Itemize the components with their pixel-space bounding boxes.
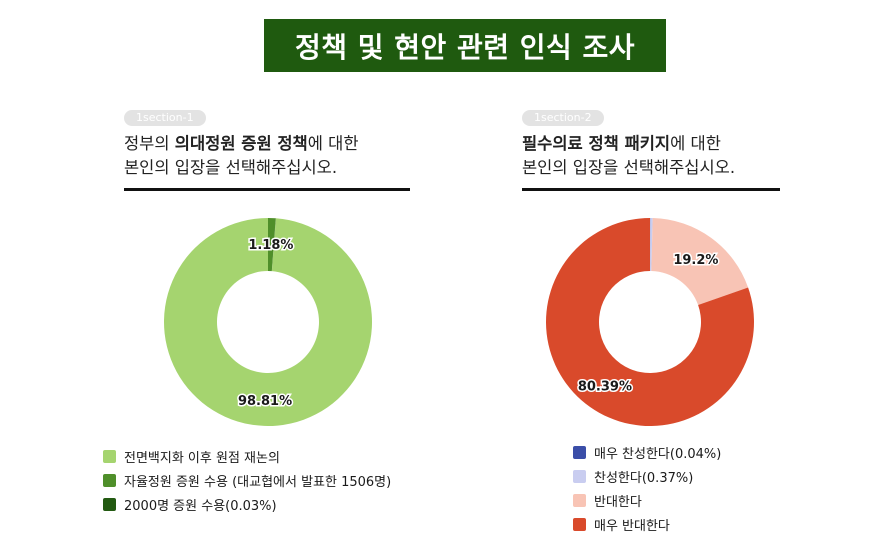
- legend-swatch: [103, 473, 116, 487]
- question-suffix: 에 대한: [307, 134, 359, 153]
- question-highlight: 필수의료 정책 패키지: [522, 134, 671, 153]
- question-line2: 본인의 입장을 선택해주십시오.: [522, 158, 736, 177]
- legend-swatch: [573, 469, 586, 483]
- legend-item: 자율정원 증원 수용 (대교협에서 발표한 1506명): [103, 468, 391, 492]
- legend-item: 찬성한다(0.37%): [573, 464, 721, 488]
- data-label-2: 1.18%: [248, 238, 293, 253]
- legend-swatch: [573, 445, 586, 459]
- data-label-3: 19.2%: [673, 253, 718, 268]
- data-label-4: 80.39%: [578, 380, 632, 395]
- donut-slice-3: [271, 218, 276, 272]
- donut-chart-policy: 1.18% 98.81%: [163, 218, 372, 426]
- data-label-1: 98.81%: [238, 394, 292, 409]
- question-text: 필수의료 정책 패키지에 대한 본인의 입장을 선택해주십시오.: [522, 132, 822, 180]
- survey-panel-policy: 1section-1 정부의 의대정원 증원 정책에 대한 본인의 입장을 선택…: [124, 106, 424, 191]
- page-title: 정책 및 현안 관련 인식 조사: [264, 19, 666, 72]
- legend-swatch: [103, 449, 116, 463]
- question-line2: 본인의 입장을 선택해주십시오.: [124, 158, 338, 177]
- donut-slice-3: [651, 218, 749, 306]
- legend-item: 반대한다: [573, 488, 721, 512]
- legend-swatch: [573, 517, 586, 531]
- legend-swatch: [103, 497, 116, 511]
- legend-label: 전면백지화 이후 원점 재논의: [124, 450, 280, 466]
- question-highlight: 의대정원 증원 정책: [174, 134, 308, 153]
- legend-label: 자율정원 증원 수용 (대교협에서 발표한 1506명): [124, 474, 392, 490]
- donut-chart-package: 19.2% 80.39%: [546, 218, 754, 426]
- legend-item: 매우 찬성한다(0.04%): [573, 440, 721, 464]
- legend-label: 2000명 증원 수용(0.03%): [124, 498, 277, 514]
- legend-label: 찬성한다(0.37%): [594, 470, 694, 486]
- legend-label: 매우 반대한다: [594, 518, 670, 534]
- question-suffix: 에 대한: [670, 134, 721, 153]
- donut-slice-2: [268, 218, 276, 272]
- question-prefix: 정부의: [124, 134, 175, 153]
- legend-label: 반대한다: [594, 494, 642, 510]
- legend-item: 매우 반대한다: [573, 512, 721, 536]
- section-tag: 1section-2: [522, 110, 604, 126]
- divider: [522, 188, 780, 191]
- legend-item: 전면백지화 이후 원점 재논의: [103, 444, 391, 468]
- survey-panel-package: 1section-2 필수의료 정책 패키지에 대한 본인의 입장을 선택해주십…: [522, 106, 822, 191]
- legend-label: 매우 찬성한다(0.04%): [594, 446, 722, 462]
- question-text: 정부의 의대정원 증원 정책에 대한 본인의 입장을 선택해주십시오.: [124, 132, 424, 180]
- section-tag: 1section-1: [124, 110, 206, 126]
- donut-slice-4: [546, 218, 754, 426]
- legend-item: 2000명 증원 수용(0.03%): [103, 492, 391, 516]
- donut-slice-2: [650, 218, 653, 272]
- divider: [124, 188, 410, 191]
- donut-slice-1: [163, 218, 372, 426]
- legend-swatch: [573, 493, 586, 507]
